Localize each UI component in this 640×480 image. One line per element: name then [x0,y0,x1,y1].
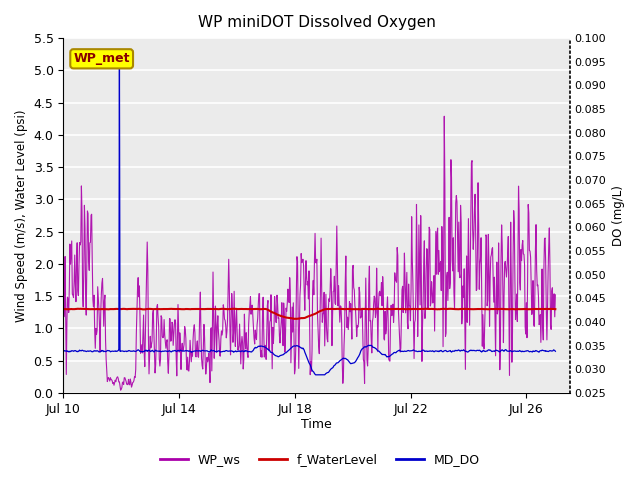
X-axis label: Time: Time [301,419,332,432]
Legend: WP_ws, f_WaterLevel, MD_DO: WP_ws, f_WaterLevel, MD_DO [155,448,485,471]
Y-axis label: Wind Speed (m/s), Water Level (psi): Wind Speed (m/s), Water Level (psi) [15,109,28,322]
Title: WP miniDOT Dissolved Oxygen: WP miniDOT Dissolved Oxygen [198,15,435,30]
Y-axis label: DO (mg/L): DO (mg/L) [612,185,625,246]
Text: WP_met: WP_met [74,52,130,65]
